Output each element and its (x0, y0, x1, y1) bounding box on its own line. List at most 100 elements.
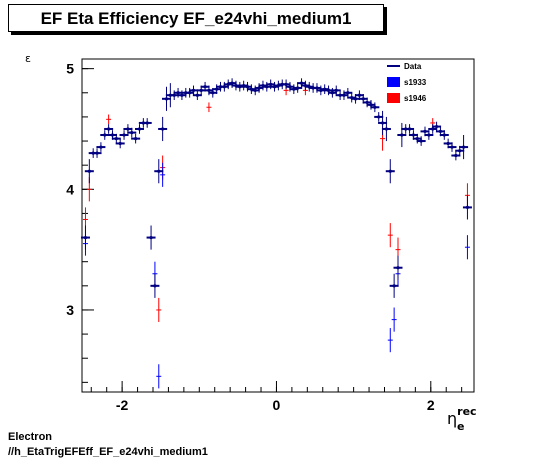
x-tick-label: -2 (116, 397, 129, 413)
data-point (391, 307, 397, 332)
marker (438, 129, 443, 133)
data-point (447, 142, 457, 152)
data-point (127, 127, 137, 138)
marker (365, 100, 369, 105)
marker (288, 85, 292, 89)
data-point (416, 136, 426, 146)
data-point (370, 102, 380, 113)
marker (346, 91, 350, 95)
data-point (189, 85, 199, 96)
marker (107, 127, 111, 131)
data-point (111, 133, 121, 144)
data-point (142, 118, 152, 128)
marker (450, 145, 454, 149)
data-point (154, 159, 164, 184)
x-tick-label: 0 (273, 397, 281, 413)
data-point (106, 114, 112, 125)
data-point (146, 225, 156, 250)
marker (458, 149, 462, 153)
data-point (381, 116, 391, 142)
marker (211, 91, 215, 95)
data-point (374, 112, 384, 122)
data-point (397, 122, 407, 148)
marker (126, 127, 130, 131)
marker (269, 82, 273, 86)
marker (396, 266, 400, 270)
marker (99, 145, 103, 149)
data-point (389, 273, 399, 298)
data-point (297, 78, 307, 88)
marker (149, 235, 153, 240)
marker (284, 82, 288, 86)
marker (87, 169, 91, 173)
marker (384, 127, 389, 131)
marker (191, 88, 196, 92)
plot-frame (81, 58, 475, 393)
x-tick-label: 2 (427, 397, 435, 413)
marker (315, 86, 319, 90)
data-point (459, 135, 469, 160)
axis-titles: ε ηrec e (25, 52, 477, 433)
footer-histogram-path: //h_EtaTrigEFEff_EF_e24vhi_medium1 (8, 446, 208, 458)
data-point (173, 87, 183, 98)
data-point (100, 130, 110, 140)
marker (357, 93, 362, 97)
marker (137, 127, 142, 131)
marker (407, 127, 412, 131)
data-point (393, 255, 403, 280)
marker (180, 93, 184, 97)
data-point (156, 297, 162, 323)
legend: Data s1933 s1946 (387, 62, 427, 103)
data-point (92, 148, 102, 158)
marker (461, 145, 466, 149)
data-point (150, 273, 160, 298)
marker (373, 105, 377, 109)
data-point (462, 195, 472, 220)
marker (176, 91, 180, 95)
data-point (387, 328, 393, 353)
marker (353, 97, 358, 101)
marker (361, 97, 365, 101)
marker (446, 141, 450, 146)
chart-title-box: EF Eta Efficiency EF_e24vhi_medium1 (8, 4, 384, 32)
legend-entry-data: Data (387, 62, 422, 71)
data-point (455, 145, 465, 156)
marker (434, 124, 439, 129)
marker (423, 129, 427, 133)
marker (380, 121, 385, 125)
marker (253, 88, 257, 92)
marker (203, 85, 207, 89)
marker (215, 87, 219, 91)
marker (245, 85, 250, 89)
marker (465, 205, 470, 210)
axis-ticks (82, 68, 463, 392)
data-point (119, 130, 129, 140)
series-s1933 (82, 162, 470, 389)
y-tick-label: 3 (66, 302, 74, 318)
data-point (387, 223, 393, 248)
tick-labels: -2 0 2 3 4 5 (66, 61, 435, 413)
data-point (385, 159, 395, 184)
y-tick-label: 5 (66, 61, 74, 77)
marker (230, 81, 234, 85)
series-s1946 (82, 85, 470, 323)
data-point (208, 87, 218, 98)
x-axis-title: ηrec e (447, 405, 477, 433)
data-point (424, 130, 434, 140)
marker (342, 93, 346, 97)
marker (377, 115, 381, 119)
footer-collection-label: Electron (8, 431, 53, 443)
data-point (192, 90, 202, 101)
marker (145, 121, 149, 125)
marker (431, 127, 435, 131)
marker (299, 81, 304, 85)
marker (199, 88, 203, 92)
marker (454, 153, 458, 158)
marker (207, 88, 211, 92)
marker (130, 130, 134, 135)
data-point (160, 162, 166, 187)
data-point (158, 116, 168, 142)
data-point (131, 133, 141, 144)
data-point (331, 85, 341, 96)
